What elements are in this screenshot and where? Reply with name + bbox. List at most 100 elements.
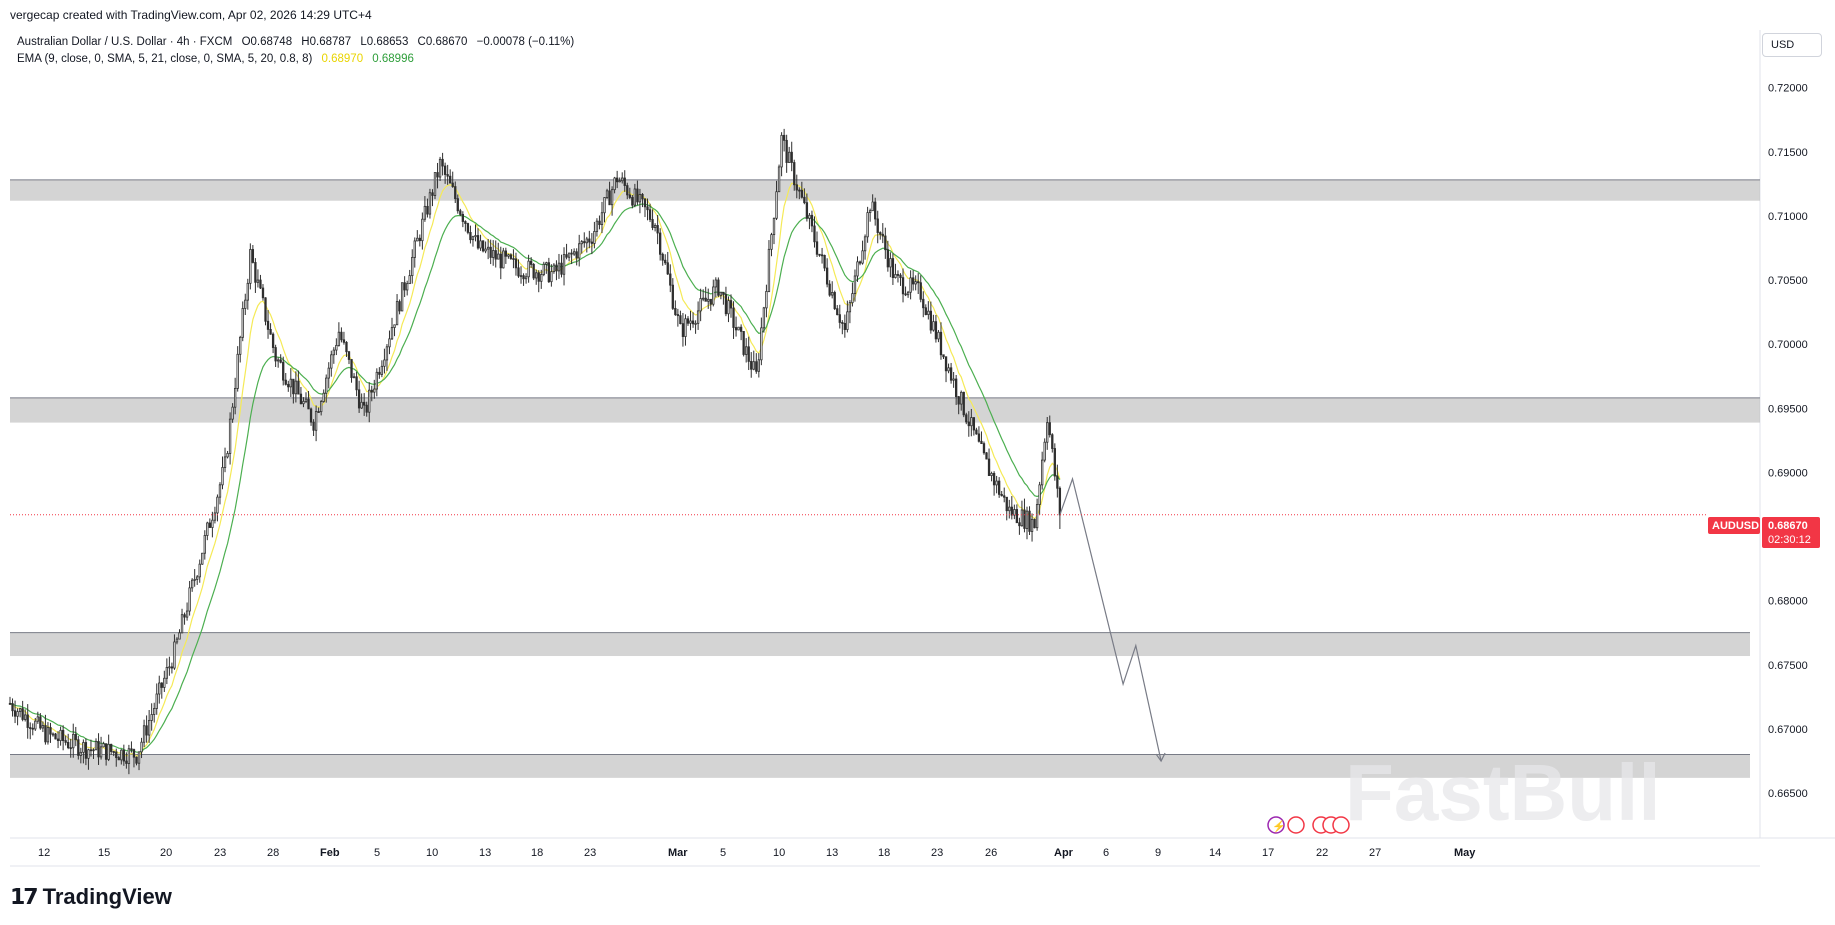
- candle-down: [750, 361, 753, 370]
- candle-up: [163, 677, 166, 688]
- candle-down: [54, 733, 57, 740]
- candle-down: [494, 250, 497, 260]
- time-axis[interactable]: 12 15 20 23 28 Feb 5 10 13 18 23 Mar 5 10 13 18 23 26 Apr 6…: [38, 847, 1476, 859]
- candle-up: [889, 258, 892, 268]
- candle-up: [1046, 422, 1049, 443]
- x-tick-label: Mar: [668, 847, 688, 859]
- candle-down: [130, 748, 133, 751]
- currency-selector[interactable]: USD: [1762, 33, 1822, 57]
- lightning-glyph: ⚡: [1272, 820, 1286, 833]
- candle-up: [428, 192, 432, 215]
- legend-ema-label: EMA (9, close, 0, SMA, 5, 21, close, 0, …: [17, 53, 313, 65]
- candle-down: [742, 331, 745, 355]
- candle-up: [223, 456, 227, 468]
- candle-down: [798, 189, 801, 192]
- candle-up: [578, 243, 581, 259]
- candle-down: [825, 267, 829, 285]
- candle-up: [702, 297, 705, 300]
- candle-down: [284, 379, 287, 385]
- x-tick-label: 13: [826, 847, 838, 859]
- candle-up: [775, 191, 778, 219]
- x-tick-label: 18: [531, 847, 543, 859]
- x-tick-label: 18: [878, 847, 890, 859]
- candle-up: [228, 418, 232, 454]
- candle-up: [82, 742, 85, 753]
- candle-up: [423, 205, 427, 220]
- candle-down: [588, 238, 591, 243]
- candle-down: [681, 323, 685, 337]
- candle-down: [732, 307, 735, 328]
- candle-up: [909, 277, 912, 293]
- candle-down: [466, 223, 470, 233]
- legend-symbol: Australian Dollar / U.S. Dollar · 4h · F…: [17, 36, 233, 48]
- watermark-text: FastBull: [1345, 748, 1661, 837]
- candle-up: [314, 411, 318, 431]
- y-tick-label: 0.72000: [1768, 83, 1808, 95]
- candle-up: [689, 320, 692, 324]
- candle-up: [684, 318, 687, 337]
- candle-up: [211, 519, 214, 528]
- candle-down: [254, 262, 257, 283]
- candle-up: [808, 214, 811, 219]
- legend-ema-row[interactable]: EMA (9, close, 0, SMA, 5, 21, close, 0, …: [17, 51, 574, 68]
- candle-down: [820, 254, 824, 257]
- candle-down: [987, 458, 991, 476]
- candle-down: [454, 186, 457, 200]
- candle-up: [302, 400, 305, 405]
- candle-up: [760, 327, 763, 361]
- tradingview-logo[interactable]: 𝟭𝟳 TradingView: [10, 884, 172, 910]
- candle-up: [502, 250, 505, 269]
- candle-up: [120, 749, 123, 761]
- event-icons[interactable]: ⚡: [1267, 816, 1350, 834]
- candle-down: [499, 253, 502, 269]
- candle-up: [203, 535, 206, 554]
- candle-up: [727, 300, 730, 315]
- legend-symbol-row: Australian Dollar / U.S. Dollar · 4h · F…: [17, 34, 574, 51]
- candle-down: [271, 333, 275, 348]
- zone-support-1: [10, 397, 1760, 423]
- candle-down: [676, 314, 680, 317]
- candle-down: [944, 356, 948, 372]
- candle-up: [322, 392, 325, 402]
- candle-up: [1020, 509, 1024, 527]
- candle-up: [241, 308, 244, 338]
- candle-down: [297, 380, 300, 395]
- candle-up: [246, 282, 249, 301]
- candle-up: [848, 302, 852, 313]
- candle-down: [972, 417, 976, 431]
- candle-down: [537, 272, 540, 282]
- candle-up: [94, 740, 98, 751]
- x-tick-label: 10: [426, 847, 438, 859]
- price-axis[interactable]: 0.72000 0.71500 0.71000 0.70500 0.70000 0.695…: [1768, 83, 1808, 800]
- candle-down: [659, 232, 662, 255]
- candle-down: [879, 232, 882, 235]
- candle-up: [107, 743, 110, 760]
- candle-up: [552, 264, 556, 273]
- candle-up: [185, 610, 189, 618]
- candle-up: [580, 241, 583, 245]
- candle-up: [201, 552, 204, 565]
- lightning-event-icon[interactable]: [1267, 816, 1285, 834]
- candle-down: [724, 294, 728, 315]
- us-flag-event-icon-4[interactable]: [1332, 816, 1350, 834]
- candle-down: [441, 158, 444, 167]
- candle-down: [795, 184, 798, 191]
- candle-down: [1051, 434, 1054, 449]
- candle-up: [1008, 506, 1011, 512]
- candle-down: [49, 727, 52, 735]
- candle-down: [793, 162, 796, 186]
- candle-up: [337, 331, 341, 346]
- candle-down: [292, 378, 295, 395]
- candle-down: [1000, 493, 1003, 497]
- candle-down: [805, 202, 809, 219]
- candle-up: [707, 298, 710, 302]
- tradingview-logo-icon: 𝟭𝟳: [10, 884, 39, 909]
- x-tick-label: 23: [931, 847, 943, 859]
- candle-down: [785, 139, 788, 163]
- us-flag-event-icon[interactable]: [1287, 816, 1305, 834]
- chart-legend[interactable]: Australian Dollar / U.S. Dollar · 4h · F…: [17, 34, 574, 68]
- candle-down: [11, 703, 14, 712]
- candle-up: [413, 240, 416, 258]
- candle-down: [790, 151, 793, 163]
